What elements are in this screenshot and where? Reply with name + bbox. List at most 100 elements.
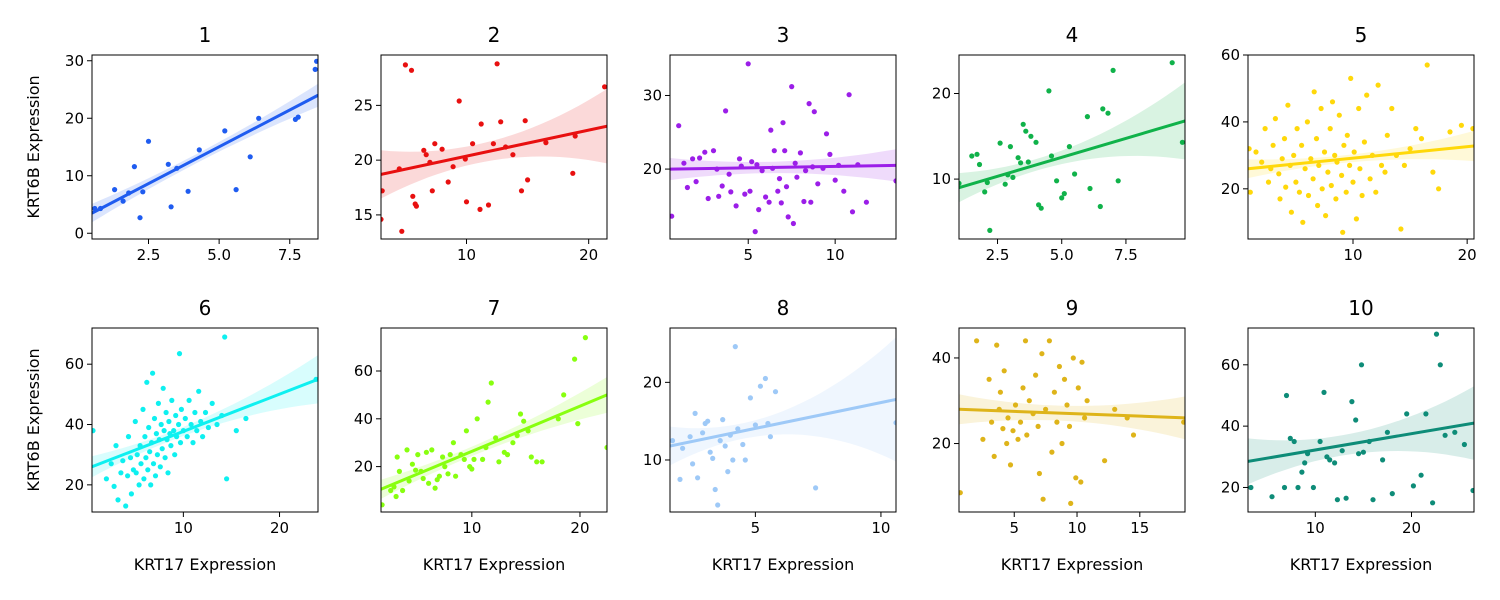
y-tick-label: 20 (643, 373, 662, 391)
data-point (155, 400, 161, 406)
y-axis-label: KRT6B Expression (24, 348, 43, 491)
data-point (233, 187, 239, 193)
data-point (756, 207, 762, 213)
data-point (1299, 469, 1305, 475)
data-point (137, 215, 143, 221)
data-point (1087, 185, 1093, 192)
x-tick-label: 10 (1343, 246, 1362, 264)
x-tick-label: 7.5 (278, 246, 302, 264)
data-point (1248, 146, 1252, 152)
data-point (762, 375, 769, 382)
data-point (771, 148, 777, 154)
data-point (147, 449, 153, 455)
data-point (1319, 186, 1325, 192)
data-point (754, 162, 760, 168)
data-point (789, 84, 795, 90)
data-point (692, 410, 698, 416)
data-point (393, 493, 399, 500)
data-point (118, 470, 124, 476)
data-point (410, 193, 416, 199)
data-point (572, 356, 578, 362)
data-point (705, 195, 711, 202)
x-tick-label: 20 (1402, 519, 1421, 537)
data-point (436, 473, 442, 479)
data-point (1112, 406, 1118, 412)
data-point (1005, 415, 1011, 421)
data-point (575, 421, 581, 427)
x-tick-label: 7.5 (1114, 246, 1138, 264)
data-point (1430, 169, 1436, 175)
data-point (1348, 75, 1354, 81)
panel-title: 3 (777, 23, 790, 47)
data-point (735, 426, 741, 432)
data-point (233, 428, 239, 434)
data-point (1458, 122, 1464, 128)
data-point (1010, 428, 1016, 434)
data-point (1061, 376, 1068, 382)
regression-line (381, 393, 607, 491)
data-point (976, 161, 983, 168)
data-point (766, 199, 772, 205)
data-point (453, 473, 459, 479)
data-point (1072, 171, 1078, 177)
data-point (1287, 435, 1293, 441)
data-point (1000, 426, 1006, 432)
x-tick-label: 20 (570, 519, 589, 537)
data-point (759, 168, 765, 174)
regression-line (92, 93, 318, 215)
y-tick-label: 10 (643, 451, 662, 469)
plot-area (92, 334, 318, 509)
data-point (1079, 359, 1085, 365)
data-point (178, 406, 184, 412)
data-point (989, 419, 995, 425)
data-point (1382, 169, 1388, 175)
data-point (693, 179, 699, 185)
x-tick-label: 5.0 (207, 246, 231, 264)
data-point (1447, 129, 1453, 135)
data-point (196, 147, 202, 153)
data-point (582, 335, 589, 341)
data-point (604, 444, 607, 451)
axes-frame (91, 327, 319, 513)
data-point (1181, 419, 1185, 425)
data-point (177, 440, 184, 446)
data-point (1304, 119, 1310, 125)
data-point (1367, 176, 1373, 182)
data-point (1084, 114, 1090, 120)
panel-title: 1 (199, 23, 212, 47)
data-point (420, 475, 426, 482)
x-tick-label: 10 (174, 519, 193, 537)
data-point (1073, 475, 1079, 481)
data-point (776, 176, 783, 182)
data-point (1310, 176, 1316, 182)
x-tick-label: 10 (1067, 519, 1086, 537)
data-point (1100, 106, 1106, 112)
axes-frame (669, 327, 897, 513)
data-point (176, 351, 183, 357)
data-point (168, 443, 174, 449)
data-point (1359, 192, 1365, 199)
data-point (740, 441, 746, 448)
data-point (1253, 149, 1259, 155)
y-tick-label: 40 (354, 410, 373, 428)
data-point (1001, 368, 1007, 374)
data-point (991, 453, 997, 459)
data-point (1038, 205, 1044, 211)
axes-frame (380, 54, 608, 240)
data-point (1283, 392, 1290, 399)
data-point (986, 376, 992, 382)
data-point (1059, 440, 1065, 447)
data-point (1404, 411, 1410, 417)
data-point (1277, 196, 1283, 202)
data-point (92, 428, 96, 434)
data-point (440, 454, 446, 460)
data-point (1285, 102, 1291, 108)
data-point (863, 199, 870, 205)
data-point (400, 487, 406, 494)
data-point (1002, 181, 1008, 187)
data-point (426, 480, 432, 486)
data-point (152, 473, 159, 479)
data-point (202, 409, 209, 416)
plot-area (1248, 331, 1474, 506)
